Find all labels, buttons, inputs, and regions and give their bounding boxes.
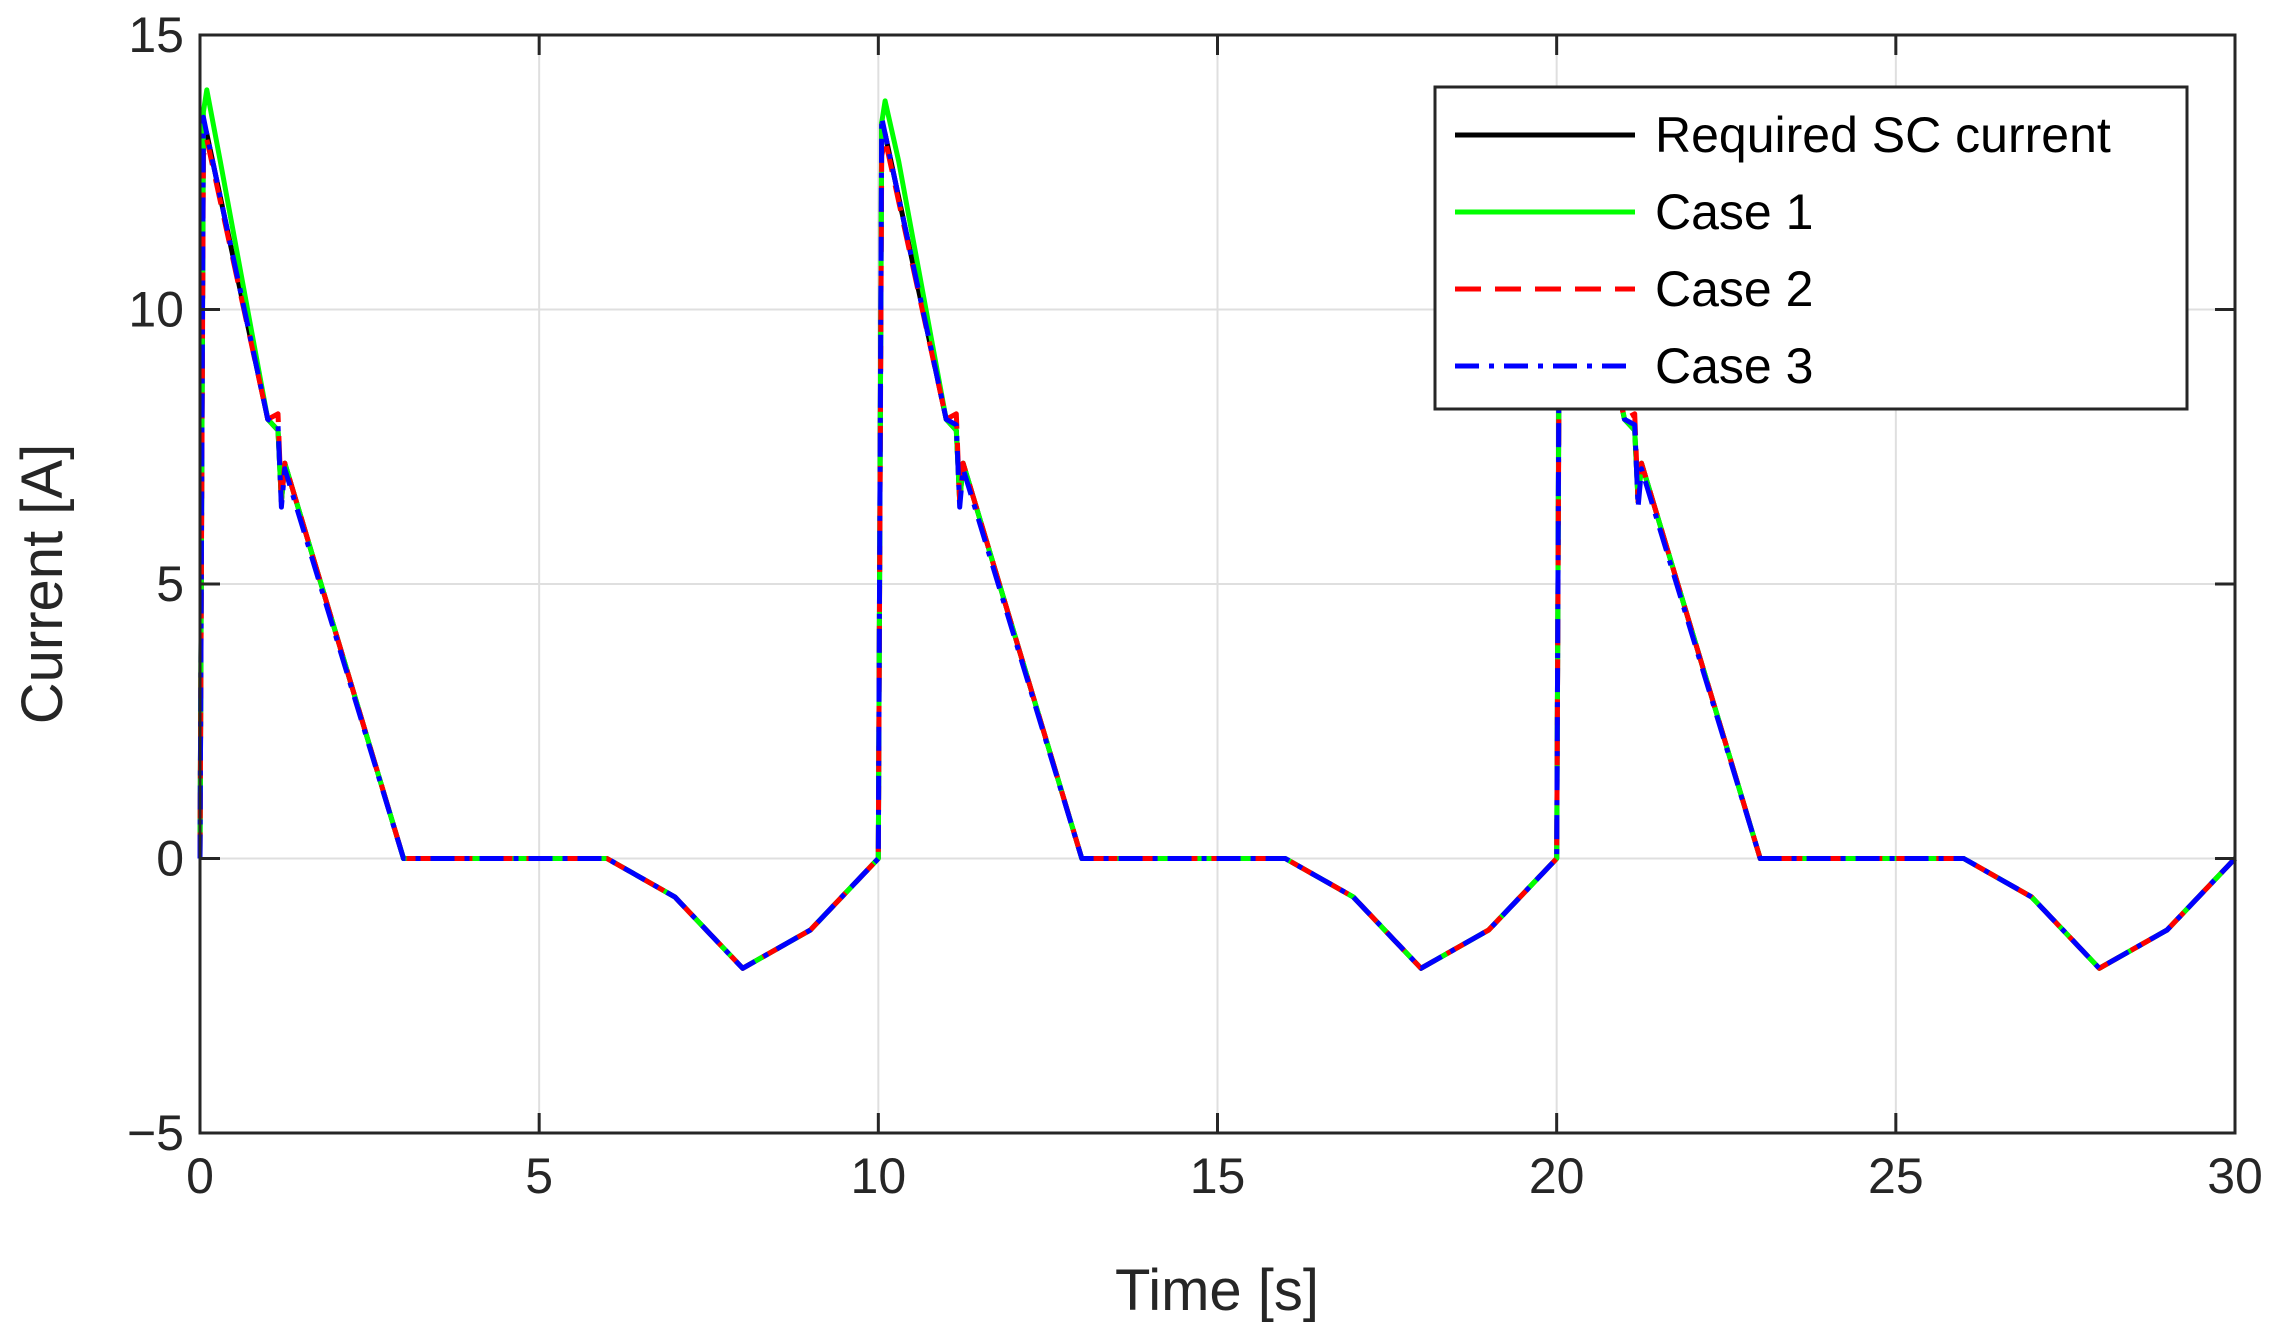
- x-tick-label: 5: [525, 1148, 553, 1204]
- x-axis-label: Time [s]: [1115, 1258, 1319, 1323]
- series-line-case-3: [197, 114, 2237, 971]
- x-tick-label: 0: [186, 1148, 214, 1204]
- y-tick-label: 15: [128, 7, 184, 63]
- series-lines: [197, 87, 2237, 971]
- x-tick-label: 30: [2207, 1148, 2263, 1204]
- y-tick-label: 0: [156, 831, 184, 887]
- legend: Required SC current Case 1 Case 2 Case 3: [1433, 85, 2189, 411]
- legend-entry-label: Case 3: [1655, 338, 1813, 394]
- x-tick-label: 10: [851, 1148, 907, 1204]
- x-tick-label: 20: [1529, 1148, 1585, 1204]
- series-line-case-2: [197, 136, 2237, 971]
- y-tick-label: −5: [127, 1105, 184, 1161]
- legend-entry-label: Required SC current: [1655, 107, 2111, 163]
- legend-box: [1433, 85, 2189, 411]
- x-tick-label: 25: [1868, 1148, 1924, 1204]
- y-tick-label: 5: [156, 556, 184, 612]
- y-axis-label: Current [A]: [10, 444, 75, 724]
- legend-entry-label: Case 2: [1655, 261, 1813, 317]
- y-tick-label: 10: [128, 282, 184, 338]
- legend-entry-label: Case 1: [1655, 184, 1813, 240]
- x-tick-label: 15: [1190, 1148, 1246, 1204]
